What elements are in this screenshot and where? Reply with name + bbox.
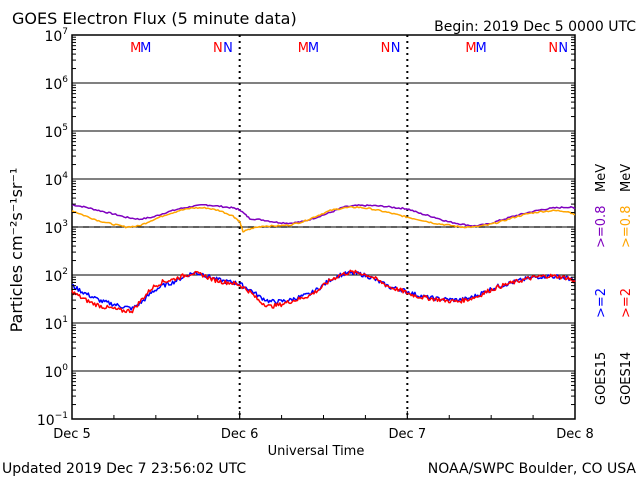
legend-ge08-goes15: >=0.8	[594, 206, 609, 248]
gridlines	[72, 82, 575, 372]
event-marker: N	[548, 41, 558, 56]
event-markers: MM N N MM N N MM N N	[130, 41, 568, 56]
event-marker: N	[391, 41, 401, 56]
legend-ge2-goes14: >=2	[619, 288, 634, 318]
y-tick-label: 103	[44, 219, 68, 237]
y-tick-label: 102	[44, 267, 68, 285]
event-marker: N	[223, 41, 233, 56]
legend-ge2-goes15: >=2	[594, 288, 609, 318]
event-marker: N	[381, 41, 391, 56]
x-tick-label: Dec 6	[221, 427, 259, 442]
y-tick-label: 101	[44, 315, 68, 333]
legend-mev-goes14: MeV	[619, 164, 634, 192]
credit-label: NOAA/SWPC Boulder, CO USA	[428, 461, 637, 477]
x-tick-label: Dec 5	[53, 427, 91, 442]
event-marker: M	[140, 41, 151, 56]
x-tick-label: Dec 8	[556, 427, 594, 442]
legend-goes15: GOES15	[594, 352, 609, 405]
y-axis-ticks: 107 106 105 104 103 102 101 100 10−1	[37, 27, 575, 429]
event-marker: M	[475, 41, 486, 56]
x-axis-label: Universal Time	[268, 444, 365, 459]
event-marker: M	[298, 41, 309, 56]
chart-title: GOES Electron Flux (5 minute data)	[12, 9, 297, 28]
x-axis-ticks: Dec 5 Dec 6 Dec 7 Dec 8	[53, 411, 594, 442]
event-marker: M	[130, 41, 141, 56]
series-line	[71, 270, 576, 311]
y-tick-label: 104	[44, 171, 68, 189]
x-tick-label: Dec 7	[389, 427, 427, 442]
y-tick-label: 107	[44, 27, 68, 45]
legend: GOES15 GOES14 >=2 >=2 >=0.8 >=0.8 MeV Me…	[594, 164, 634, 405]
legend-goes14: GOES14	[619, 352, 634, 405]
series-line	[71, 269, 576, 314]
y-tick-label: 105	[44, 123, 68, 141]
y-axis-label: Particles cm⁻²s⁻¹sr⁻¹	[7, 168, 26, 333]
updated-timestamp: Updated 2019 Dec 7 23:56:02 UTC	[2, 461, 246, 477]
data-series	[71, 203, 576, 314]
legend-mev-goes15: MeV	[594, 164, 609, 192]
event-marker: N	[213, 41, 223, 56]
legend-ge08-goes14: >=0.8	[619, 206, 634, 248]
series-line	[71, 206, 576, 233]
event-marker: M	[465, 41, 476, 56]
begin-label: Begin: 2019 Dec 5 0000 UTC	[434, 19, 636, 35]
event-marker: N	[558, 41, 568, 56]
event-marker: M	[308, 41, 319, 56]
y-tick-label: 106	[44, 75, 68, 93]
y-tick-label: 100	[44, 363, 68, 381]
y-tick-label: 10−1	[37, 411, 68, 429]
